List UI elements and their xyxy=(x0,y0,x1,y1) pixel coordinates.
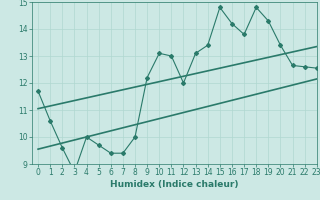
X-axis label: Humidex (Indice chaleur): Humidex (Indice chaleur) xyxy=(110,180,239,189)
